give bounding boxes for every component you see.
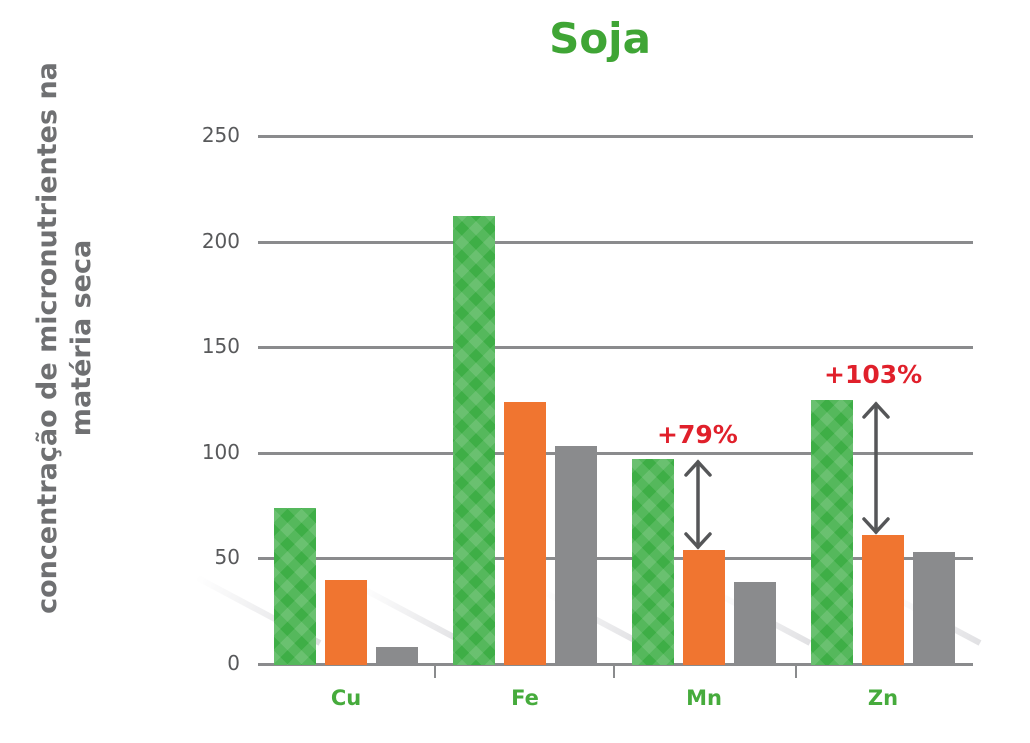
- bar-mn-orange: [683, 549, 725, 665]
- x-tick-label-zn: Zn: [867, 686, 899, 710]
- y-tick-label: 0: [227, 651, 240, 675]
- x-tick-mark: [434, 666, 436, 678]
- y-tick-label: 50: [214, 545, 240, 570]
- gridline-250: [258, 135, 973, 138]
- bar-cu-orange: [325, 579, 367, 665]
- x-tick-mark: [795, 666, 797, 678]
- floor-shadow: [357, 584, 467, 646]
- gridline-150: [258, 346, 973, 350]
- bar-fe-orange: [504, 402, 546, 665]
- x-tick-mark: [613, 666, 615, 678]
- gridline-200: [258, 240, 973, 244]
- double-arrow-icon: [862, 401, 890, 535]
- bar-zn-orange: [862, 535, 904, 665]
- x-tick-label-mn: Mn: [686, 686, 722, 710]
- bar-cu-gray: [376, 647, 418, 665]
- y-tick-label: 150: [201, 334, 240, 359]
- gridline-0: [258, 663, 973, 666]
- bar-zn-green: [811, 400, 853, 665]
- bar-mn-gray: [734, 581, 776, 665]
- gridline-50: [258, 557, 973, 561]
- x-tick-label-fe: Fe: [511, 686, 539, 710]
- y-tick-label: 100: [201, 439, 240, 464]
- y-tick-label: 250: [201, 123, 240, 147]
- annotation-label: +103%: [824, 360, 923, 389]
- double-arrow-icon: [684, 459, 712, 550]
- bar-cu-green: [274, 507, 316, 665]
- bar-fe-green: [453, 216, 495, 665]
- y-tick-label: 200: [201, 228, 240, 253]
- bar-zn-gray: [913, 552, 955, 665]
- x-tick-label-cu: Cu: [330, 686, 362, 710]
- gridline-100: [258, 451, 973, 455]
- bar-mn-green: [632, 459, 674, 665]
- chart-title: Soja: [549, 14, 651, 63]
- annotation-label: +79%: [657, 420, 738, 449]
- bar-fe-gray: [555, 446, 597, 665]
